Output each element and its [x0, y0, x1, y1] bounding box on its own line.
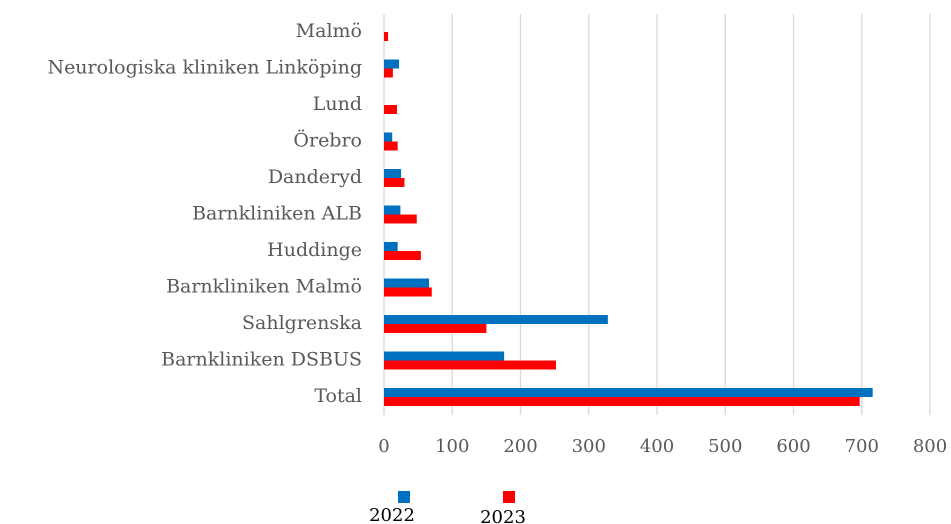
bar	[384, 132, 393, 142]
category-label: Barnkliniken DSBUS	[161, 349, 362, 371]
bar	[384, 397, 860, 406]
bar	[384, 178, 405, 187]
x-tick-label: 300	[572, 436, 606, 457]
bar	[384, 388, 873, 397]
x-tick-label: 200	[503, 436, 537, 457]
x-tick-label: 600	[776, 436, 810, 457]
bar	[384, 351, 505, 361]
bar	[384, 205, 401, 215]
category-label: Neurologiska kliniken Linköping	[47, 57, 362, 79]
bar	[384, 315, 608, 324]
x-tick-label: 800	[913, 436, 947, 457]
category-label: Sahlgrenska	[242, 312, 362, 334]
x-tick-label: 500	[708, 436, 742, 457]
bar	[384, 242, 398, 251]
bar	[384, 59, 400, 69]
category-label: Huddinge	[267, 239, 362, 261]
legend-swatch	[398, 491, 410, 503]
category-label: Örebro	[293, 129, 362, 152]
bar	[384, 32, 389, 41]
bar	[384, 214, 417, 224]
x-tick-label: 100	[435, 436, 469, 457]
x-tick-label: 0	[378, 436, 389, 457]
bar	[384, 105, 397, 114]
category-label: Danderyd	[268, 166, 362, 188]
legend-label: 2023	[480, 507, 526, 524]
category-label: Barnkliniken Malmö	[166, 276, 362, 298]
bar	[384, 141, 398, 151]
legend-label: 2022	[369, 505, 415, 524]
x-tick-label: 700	[845, 436, 879, 457]
x-tick-label: 400	[640, 436, 674, 457]
bar	[384, 287, 432, 297]
bar	[384, 68, 393, 78]
bar	[384, 324, 487, 333]
bar	[384, 278, 430, 288]
bar	[384, 251, 421, 260]
legend-swatch	[503, 491, 515, 503]
bar	[384, 360, 556, 370]
category-label: Lund	[313, 93, 362, 115]
category-label: Barnkliniken ALB	[192, 203, 362, 225]
category-label: Total	[314, 385, 362, 407]
bar	[384, 169, 402, 178]
category-label: Malmö	[296, 20, 362, 42]
